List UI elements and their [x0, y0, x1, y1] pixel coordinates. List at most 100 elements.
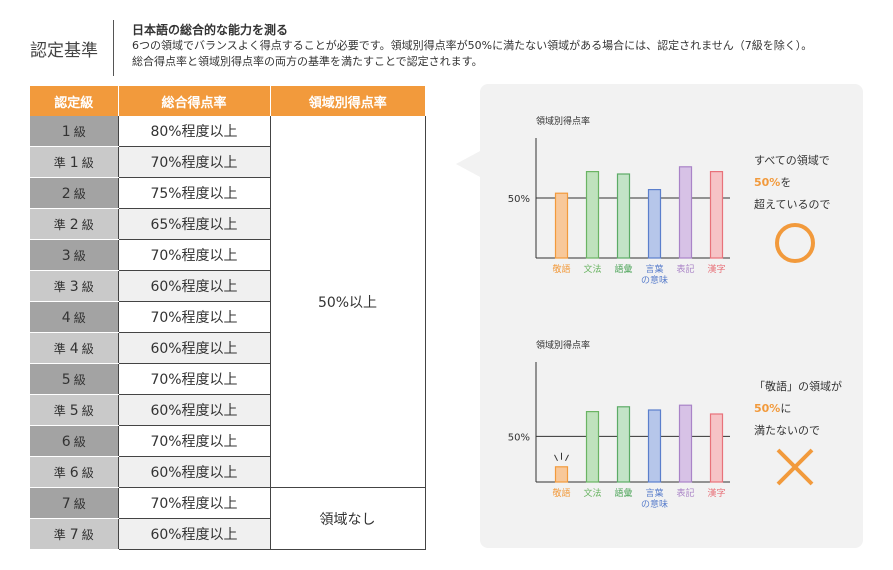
table-row: 準 2 級 65%程度以上: [30, 208, 425, 240]
emphasis-tick-right: [565, 454, 569, 462]
header-desc-line2: 総合得点率と領域別得点率の両方の基準を満たすことで認定されます。: [132, 55, 483, 68]
pass-note-highlight: 50%: [754, 176, 781, 189]
level-prefix: 準: [53, 155, 66, 170]
table-row: 準 6 級 60%程度以上: [30, 456, 425, 488]
criteria-table-header: 認定級 総合得点率 領域別得点率: [30, 86, 425, 116]
domain-rate-cell-upper: 50%以上: [269, 116, 426, 488]
table-row: 準 7 級 60%程度以上: [30, 518, 425, 550]
pass-note-line2-rest: を: [780, 176, 792, 189]
criteria-table-body: 1 級 80%程度以上 50%以上準 1 級 70%程度以上 2 級 75%程度以上準 2 級 65%程…: [30, 116, 426, 550]
bar-0: [554, 466, 569, 483]
level-suffix: 級: [81, 341, 94, 356]
level-prefix: 準: [53, 403, 66, 418]
level-prefix: 準: [53, 527, 66, 542]
level-number: 4: [61, 309, 71, 326]
pass-note-line2: 50%を: [754, 172, 830, 194]
total-rate-cell: 60%程度以上: [117, 518, 270, 550]
total-rate-cell: 70%程度以上: [117, 363, 270, 395]
level-suffix: 級: [81, 279, 94, 294]
level-prefix: 準: [53, 341, 66, 356]
tick-label-2: 語彙: [614, 263, 632, 275]
header-desc-line1: 6つの領域でバランスよく得点することが必要です。領域別得点率が50%に満たない領…: [132, 39, 813, 52]
header-description: 日本語の総合的な能力を測る 6つの領域でバランスよく得点することが必要です。領域…: [132, 22, 812, 70]
emphasis-tick-left: [554, 454, 558, 462]
level-suffix: 級: [73, 124, 86, 139]
level-number: 6: [69, 464, 79, 481]
level-suffix: 級: [73, 496, 86, 511]
level-number: 1: [61, 123, 71, 140]
bar-2: [616, 406, 631, 483]
col-header-total: 総合得点率: [118, 86, 271, 116]
level-number: 2: [69, 216, 79, 233]
level-suffix: 級: [73, 434, 86, 449]
table-row: 4 級 70%程度以上: [30, 301, 425, 333]
total-rate-cell: 70%程度以上: [117, 487, 270, 519]
tick-label-4: 表記: [676, 263, 694, 275]
reference-line-label: 50%: [508, 194, 530, 205]
tick-label-5: 漢字: [707, 487, 725, 499]
col-header-domain: 領域別得点率: [270, 86, 425, 116]
table-row: 5 級 70%程度以上: [30, 363, 425, 395]
tick-label-3: 言葉: [645, 263, 663, 275]
tick-label-2: 語彙: [614, 487, 632, 499]
level-suffix: 級: [73, 248, 86, 263]
total-rate-cell: 70%程度以上: [117, 146, 270, 178]
table-row: 準 1 級 70%程度以上: [30, 146, 425, 178]
fail-note-line2-rest: に: [780, 402, 792, 415]
level-number: 7: [69, 526, 79, 543]
level-number: 3: [61, 247, 71, 264]
tick-label-3: 言葉: [645, 487, 663, 499]
level-number: 3: [69, 278, 79, 295]
tick-label-1: 文法: [583, 487, 601, 499]
level-suffix: 級: [73, 310, 86, 325]
pass-note-line1: すべての領域で: [754, 154, 830, 167]
table-row: 2 級 75%程度以上: [30, 177, 425, 209]
table-row: 6 級 70%程度以上: [30, 425, 425, 457]
col-header-level: 認定級: [30, 86, 119, 116]
bar-4: [678, 166, 693, 259]
fail-note-line1: 「敬語」の領域が: [754, 380, 842, 393]
total-rate-cell: 70%程度以上: [117, 301, 270, 333]
bar-0: [554, 192, 569, 259]
tick-label-4: 表記: [676, 487, 694, 499]
header-subtitle: 日本語の総合的な能力を測る: [132, 23, 289, 37]
fail-note-line3: 満たないので: [754, 424, 820, 437]
tick-label-3: の意味: [641, 274, 668, 286]
level-number: 2: [61, 185, 71, 202]
bar-5: [709, 170, 724, 259]
chart-title: 領域別得点率: [536, 339, 590, 351]
pass-note-line3: 超えているので: [754, 198, 831, 211]
fail-note: 「敬語」の領域が 50%に 満たないので: [754, 376, 842, 442]
total-rate-cell: 80%程度以上: [117, 116, 270, 147]
circle-pass-icon: [775, 223, 815, 263]
pass-note: すべての領域で 50%を 超えているので: [754, 150, 830, 216]
level-prefix: 準: [53, 465, 66, 480]
cross-fail-icon: [776, 448, 814, 486]
tick-label-0: 敬語: [552, 263, 570, 275]
table-row: 7 級 70%程度以上 領域なし: [30, 487, 426, 550]
level-prefix: 準: [53, 217, 66, 232]
tick-label-5: 漢字: [707, 263, 725, 275]
total-rate-cell: 60%程度以上: [117, 456, 270, 488]
table-row: 1 級 80%程度以上 50%以上: [30, 116, 426, 488]
bar-1: [585, 410, 600, 483]
level-number: 5: [61, 371, 71, 388]
total-rate-cell: 60%程度以上: [117, 332, 270, 364]
level-number: 6: [61, 433, 71, 450]
bar-5: [709, 413, 724, 483]
table-row: 準 4 級 60%程度以上: [30, 332, 425, 364]
tick-label-0: 敬語: [552, 487, 570, 499]
fail-note-line2: 50%に: [754, 398, 842, 420]
table-row: 準 5 級 60%程度以上: [30, 394, 425, 426]
